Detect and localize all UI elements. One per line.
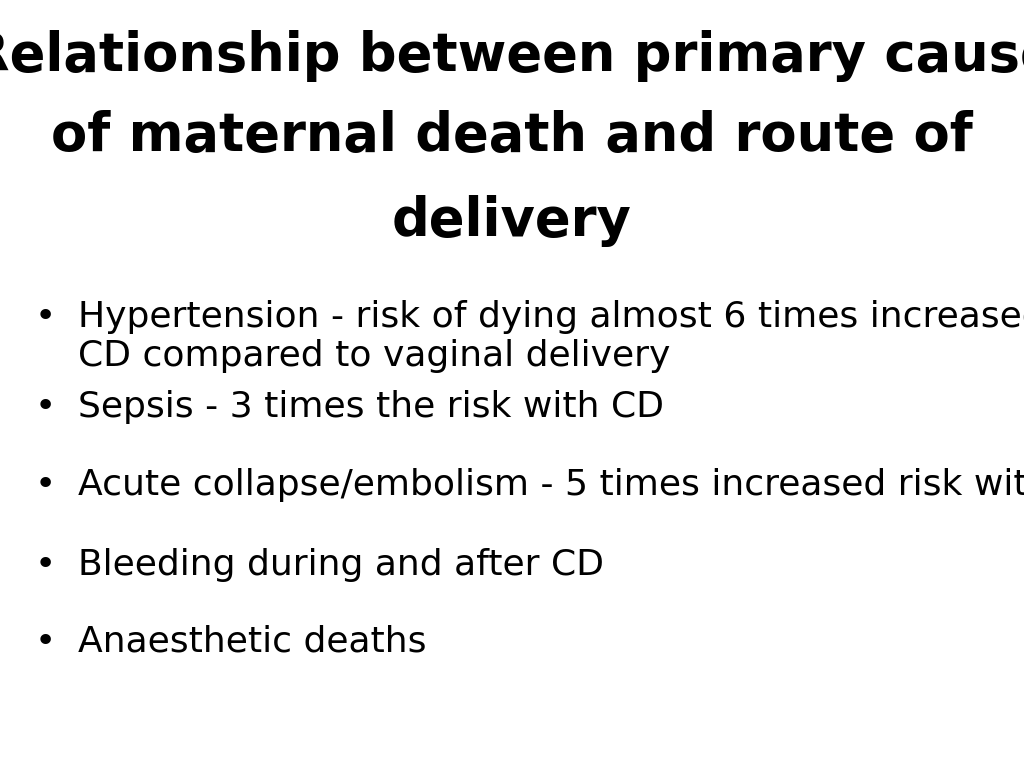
Text: Bleeding during and after CD: Bleeding during and after CD [78, 548, 604, 582]
Text: Anaesthetic deaths: Anaesthetic deaths [78, 625, 427, 659]
Text: •: • [35, 468, 55, 502]
Text: •: • [35, 300, 55, 334]
Text: Relationship between primary cause: Relationship between primary cause [0, 30, 1024, 82]
Text: delivery: delivery [392, 195, 632, 247]
Text: of maternal death and route of: of maternal death and route of [51, 110, 973, 162]
Text: Hypertension - risk of dying almost 6 times increased with
CD compared to vagina: Hypertension - risk of dying almost 6 ti… [78, 300, 1024, 373]
Text: Sepsis - 3 times the risk with CD: Sepsis - 3 times the risk with CD [78, 390, 664, 424]
Text: Acute collapse/embolism - 5 times increased risk with CD: Acute collapse/embolism - 5 times increa… [78, 468, 1024, 502]
Text: •: • [35, 548, 55, 582]
Text: •: • [35, 625, 55, 659]
Text: •: • [35, 390, 55, 424]
